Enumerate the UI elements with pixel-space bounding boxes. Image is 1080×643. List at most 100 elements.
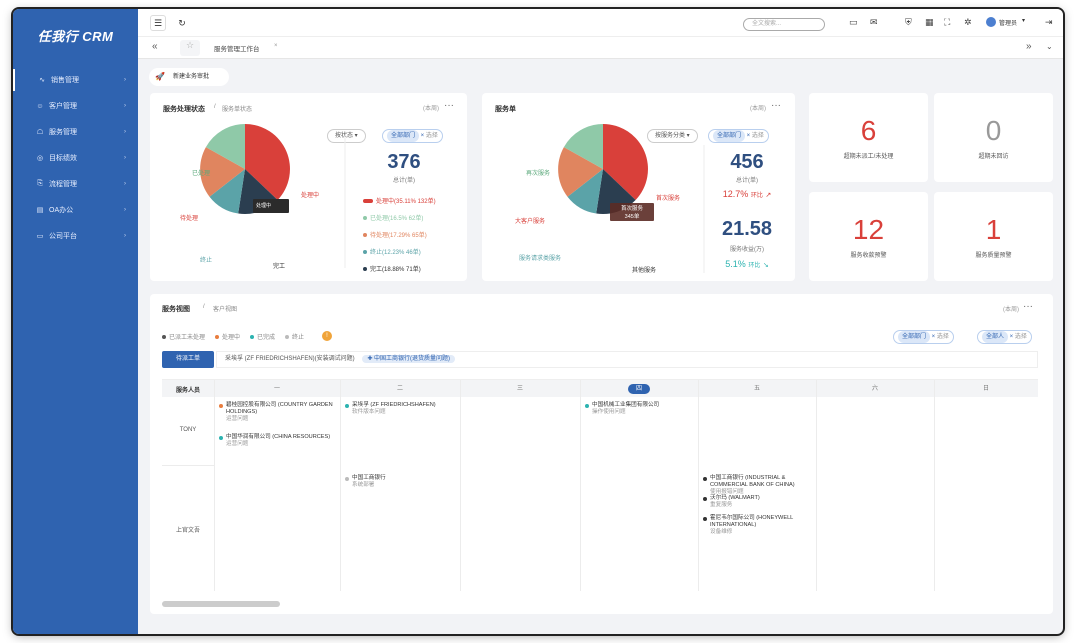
service-event[interactable]: 霍尼韦尔国际公司 (HONEYWELL INTERNATIONAL) 设备维修 bbox=[703, 515, 810, 536]
status-total-label: 总计(单) bbox=[393, 178, 415, 184]
pie-slice-terminated[interactable] bbox=[209, 169, 246, 214]
kpi-label: 超期未回访 bbox=[978, 154, 1009, 160]
sidebar-item-2[interactable]: ☖ 服务管理 › bbox=[13, 121, 138, 143]
message-icon[interactable]: ▭ bbox=[849, 17, 858, 27]
day-header[interactable]: 三 bbox=[516, 386, 523, 392]
calendar-header bbox=[162, 380, 1038, 397]
kpi-card[interactable]: 1 服务质量预警 bbox=[934, 192, 1053, 281]
kpi-label: 超期未派工/未处理 bbox=[843, 154, 894, 160]
dispatch-pending-button[interactable]: 待派工单 bbox=[162, 351, 214, 368]
day-header[interactable]: 五 bbox=[753, 386, 760, 392]
sidebar-item-4[interactable]: ⎘ 流程管理 › bbox=[13, 173, 138, 195]
menu-toggle-icon[interactable]: ☰ bbox=[150, 15, 166, 31]
status-dot bbox=[250, 335, 255, 340]
tab-menu-chevron-icon[interactable]: ⌄ bbox=[1046, 42, 1053, 51]
legend-item[interactable]: 处理中(35.11% 132单) bbox=[363, 196, 436, 205]
legend-item[interactable]: 已处理(16.5% 62单) bbox=[363, 213, 423, 222]
scrollbar-thumb[interactable] bbox=[162, 601, 280, 607]
dept-filter[interactable]: 全部部门 × 选择 bbox=[382, 129, 443, 143]
service-event[interactable]: 中国工商银行 系统部署 bbox=[345, 475, 454, 489]
pie-slice-first-service[interactable] bbox=[603, 124, 648, 200]
event-status-dot bbox=[345, 404, 349, 408]
pie-tooltip-text: 处理中 bbox=[256, 203, 272, 209]
type-filter-select[interactable]: 按服务分类 ▾ bbox=[647, 129, 698, 143]
chevron-down-icon[interactable]: ▾ bbox=[1022, 18, 1026, 24]
grid-icon[interactable]: ▦ bbox=[925, 17, 934, 27]
mail-icon[interactable]: ✉ bbox=[870, 17, 878, 27]
logout-icon[interactable]: ⇥ bbox=[1045, 17, 1053, 27]
pie-slice-other[interactable] bbox=[596, 169, 636, 215]
status-dot bbox=[162, 335, 166, 340]
kpi-card[interactable]: 0 超期未回访 bbox=[934, 93, 1053, 182]
pie-slice-pending[interactable] bbox=[200, 147, 245, 197]
pie-label-processing: 处理中 bbox=[301, 193, 320, 199]
pie-slice-request[interactable] bbox=[567, 169, 604, 214]
new-approval-button[interactable]: 🚀 新建业务审批 bbox=[149, 68, 229, 86]
pie-slice-vip[interactable] bbox=[558, 147, 603, 197]
event-status-dot bbox=[219, 436, 223, 440]
sidebar-item-1[interactable]: ☺ 客户管理 › bbox=[13, 95, 138, 117]
sidebar-item-5[interactable]: ▤ OA办公 › bbox=[13, 199, 138, 221]
range-label: (本周) bbox=[423, 106, 439, 112]
dispatch-item[interactable]: ✚ 中国工商银行(退货质量问题) bbox=[362, 355, 456, 363]
day-header[interactable]: 一 bbox=[273, 386, 280, 392]
horizontal-scrollbar[interactable] bbox=[162, 601, 1038, 607]
home-star-icon[interactable]: ☆ bbox=[180, 40, 200, 56]
status-legend-item: 已完成 bbox=[250, 335, 275, 341]
day-header[interactable]: 日 bbox=[982, 386, 989, 392]
more-icon[interactable]: ··· bbox=[771, 100, 781, 111]
person-filter[interactable]: 全部人 × 选择 bbox=[977, 330, 1032, 344]
collapse-left-icon[interactable]: « bbox=[152, 41, 158, 52]
dept-filter[interactable]: 全部部门 × 选择 bbox=[893, 330, 954, 344]
legend-item[interactable]: 终止(12.23% 46单) bbox=[363, 247, 421, 256]
event-status-dot bbox=[703, 477, 707, 481]
global-search-input[interactable]: 全文搜索... bbox=[743, 18, 825, 31]
tab-close-icon[interactable]: × bbox=[274, 43, 278, 49]
order-total: 456 bbox=[730, 151, 764, 173]
tab-service-view[interactable]: 服务视图 bbox=[162, 306, 190, 313]
pie-slice-processing[interactable] bbox=[245, 124, 290, 200]
avatar[interactable] bbox=[986, 17, 996, 27]
day-header[interactable]: 四 bbox=[628, 384, 650, 394]
tab-customer-view[interactable]: 客户视图 bbox=[213, 307, 238, 313]
more-icon[interactable]: ··· bbox=[1023, 301, 1033, 312]
collapse-right-icon[interactable]: » bbox=[1026, 41, 1032, 52]
user-name[interactable]: 管理员 bbox=[999, 21, 1018, 27]
legend-item[interactable]: 待处理(17.29% 65单) bbox=[363, 230, 427, 239]
order-amount-label: 服务收益(万) bbox=[730, 247, 764, 253]
service-event[interactable]: 采埃孚 (ZF FRIEDRICHSHAFEN) 软件版本问题 bbox=[345, 402, 454, 416]
sidebar-item-6[interactable]: ▭ 公司平台 › bbox=[13, 225, 138, 247]
dispatch-item[interactable]: 采埃孚 (ZF FRIEDRICHSHAFEN)(安装调试问题) bbox=[225, 356, 355, 362]
pie-slice-processed[interactable] bbox=[205, 124, 245, 169]
status-filter-select[interactable]: 按状态 ▾ bbox=[327, 129, 366, 143]
tab-service-workbench[interactable]: 服务管理工作台 bbox=[214, 46, 260, 53]
service-event[interactable]: 中国华润有限公司 (CHINA RESOURCES) 运营问题 bbox=[219, 434, 334, 448]
sidebar-item-0[interactable]: ∿ 销售管理 › bbox=[13, 69, 138, 91]
more-icon[interactable]: ··· bbox=[444, 100, 454, 111]
staff-name: TONY bbox=[179, 427, 197, 433]
settings-icon[interactable]: ✲ bbox=[964, 17, 972, 27]
dept-filter[interactable]: 全部部门 × 选择 bbox=[708, 129, 769, 143]
warning-icon[interactable]: ! bbox=[322, 331, 332, 341]
chevron-right-icon: › bbox=[124, 207, 126, 213]
sidebar-item-3[interactable]: ◎ 目标绩效 › bbox=[13, 147, 138, 169]
service-event[interactable]: 沃尔玛 (WALMART) 重复服务 bbox=[703, 495, 810, 509]
day-header[interactable]: 二 bbox=[396, 386, 403, 392]
day-column bbox=[340, 380, 341, 591]
service-event[interactable]: 中国工商银行 (INDUSTRIAL & COMMERCIAL BANK OF … bbox=[703, 475, 810, 496]
fullscreen-icon[interactable]: ⛶ bbox=[944, 17, 951, 27]
pie-slice-repeat[interactable] bbox=[563, 124, 603, 169]
day-header[interactable]: 六 bbox=[871, 386, 878, 392]
service-status-card: 服务处理状态 / 服务单状态 (本周) ··· 按状态 ▾ 全部部门 × 选择 … bbox=[150, 93, 467, 281]
order-pie-chart bbox=[558, 124, 705, 273]
kpi-card[interactable]: 6 超期未派工/未处理 bbox=[809, 93, 928, 182]
service-event[interactable]: 中国机械工业集团有限公司 操作使用问题 bbox=[585, 402, 692, 416]
target-icon: ◎ bbox=[36, 155, 44, 162]
service-event[interactable]: 碧桂园控股有限公司 (COUNTRY GARDEN HOLDINGS) 运营问题 bbox=[219, 402, 334, 423]
legend-item[interactable]: 完工(18.88% 71单) bbox=[363, 264, 421, 273]
status-legend: 已派工未处理 处理中 已完成 终止 bbox=[162, 332, 314, 341]
refresh-icon[interactable]: ↻ bbox=[178, 17, 186, 28]
shield-icon[interactable]: ⛨ bbox=[905, 17, 912, 27]
sidebar-item-label: 流程管理 bbox=[49, 181, 77, 188]
kpi-card[interactable]: 12 服务收款预警 bbox=[809, 192, 928, 281]
